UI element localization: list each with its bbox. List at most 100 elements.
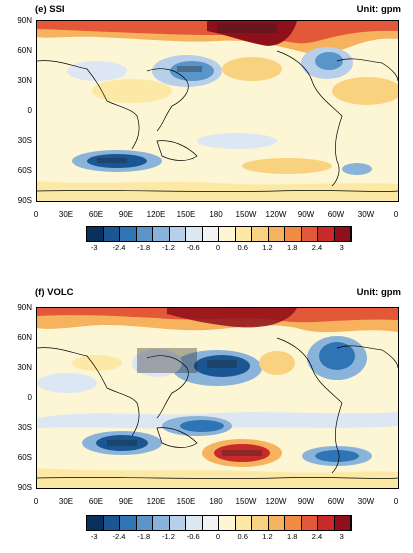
lon-label: 60E <box>88 497 104 506</box>
panel-unit: Unit: gpm <box>356 4 401 15</box>
colorbar-swatch <box>268 516 285 530</box>
lon-label: 30W <box>357 497 375 506</box>
lon-label: 90W <box>297 210 315 219</box>
colorbar-swatch <box>169 516 186 530</box>
colorbar-swatch <box>334 516 351 530</box>
colorbar-label: 0 <box>215 532 221 541</box>
panel-title: (f) VOLC <box>35 287 74 298</box>
colorbar-swatch <box>285 516 302 530</box>
colorbar-label: 3 <box>339 243 344 252</box>
colorbar-swatch <box>103 516 120 530</box>
colorbar-swatch <box>252 516 269 530</box>
colorbar-label: -0.6 <box>186 243 200 252</box>
lon-label: 90W <box>297 497 315 506</box>
colorbar-swatch <box>235 516 252 530</box>
colorbar <box>86 226 352 242</box>
lat-label: 30N <box>17 76 32 85</box>
colorbar-label: 2.4 <box>311 243 323 252</box>
colorbar-swatch <box>120 227 137 241</box>
colorbar-label: 0.6 <box>237 532 248 541</box>
lon-label: 120W <box>265 497 287 506</box>
colorbar-label: -3 <box>90 243 98 252</box>
map-volc <box>36 307 399 489</box>
colorbar-swatch <box>202 227 219 241</box>
lon-label: 30E <box>58 497 74 506</box>
lon-label: 60W <box>327 497 345 506</box>
lon-label: 0 <box>33 497 39 506</box>
colorbar-label: -1.8 <box>137 243 151 252</box>
colorbar-swatch <box>252 227 269 241</box>
colorbar-label: 1.2 <box>262 243 273 252</box>
colorbar-swatch <box>235 227 252 241</box>
lon-label: 150E <box>176 210 196 219</box>
colorbar-label: 1.8 <box>287 532 298 541</box>
colorbar-swatch <box>103 227 120 241</box>
colorbar-label: 3 <box>339 532 344 541</box>
colorbar-swatch <box>268 227 285 241</box>
lat-label: 90S <box>17 196 32 205</box>
colorbar-label: 0 <box>215 243 221 252</box>
colorbar-label: 1.8 <box>287 243 298 252</box>
lat-label: 30S <box>17 423 32 432</box>
colorbar-labels: -3 -2.4 -1.8 -1.2 -0.6 0 0.6 1.2 1.8 2.4 3 <box>0 532 413 544</box>
colorbar-swatch <box>285 227 302 241</box>
lat-label: 60S <box>17 453 32 462</box>
colorbar-swatch <box>301 227 318 241</box>
colorbar-label: -2.4 <box>112 243 126 252</box>
lon-label: 150W <box>235 497 257 506</box>
colorbar-swatch <box>186 516 203 530</box>
lon-label: 0 <box>33 210 39 219</box>
lon-label: 0 <box>393 210 399 219</box>
lon-label: 90E <box>118 497 134 506</box>
colorbar-swatch <box>334 227 351 241</box>
colorbar-swatch <box>186 227 203 241</box>
colorbar-swatch <box>219 227 236 241</box>
lat-label: 60N <box>17 333 32 342</box>
colorbar-label: -3 <box>90 532 98 541</box>
lon-label: 30W <box>357 210 375 219</box>
lon-label: 90E <box>118 210 134 219</box>
colorbar-label: -0.6 <box>186 532 200 541</box>
colorbar-label: -1.2 <box>162 532 175 541</box>
colorbar-label: -1.2 <box>162 243 175 252</box>
lon-label: 120E <box>146 210 166 219</box>
colorbar-swatch <box>136 516 153 530</box>
lat-label: 30N <box>17 363 32 372</box>
lat-label: 60S <box>17 166 32 175</box>
colorbar-swatch <box>318 227 335 241</box>
lat-label: 60N <box>17 46 32 55</box>
panel-unit: Unit: gpm <box>356 287 401 298</box>
colorbar-label: -2.4 <box>112 532 126 541</box>
lon-label: 150W <box>235 210 257 219</box>
panel-ssi: (e) SSI Unit: gpm <box>0 0 413 270</box>
lat-label: 0 <box>27 106 32 115</box>
map-ssi <box>36 20 399 202</box>
colorbar-labels: -3 -2.4 -1.8 -1.2 -0.6 0 0.6 1.2 1.8 2.4 3 <box>0 243 413 255</box>
colorbar-label: 2.4 <box>311 532 323 541</box>
colorbar-label: -1.8 <box>137 532 151 541</box>
lon-label: 60E <box>88 210 104 219</box>
colorbar-label: 1.2 <box>262 532 273 541</box>
lat-label: 0 <box>27 393 32 402</box>
colorbar-swatch <box>169 227 186 241</box>
lat-label: 30S <box>17 136 32 145</box>
colorbar-swatch <box>318 516 335 530</box>
lat-label: 90N <box>17 303 32 312</box>
lat-label: 90S <box>17 483 32 492</box>
lon-label: 120E <box>146 497 166 506</box>
panel-volc: (f) VOLC Unit: gpm <box>0 283 413 553</box>
colorbar-swatch <box>153 516 170 530</box>
colorbar-swatch <box>219 516 236 530</box>
colorbar-swatch <box>87 227 104 241</box>
lon-label: 150E <box>176 497 196 506</box>
panel-title: (e) SSI <box>35 4 65 15</box>
lon-label: 180 <box>209 210 223 219</box>
colorbar <box>86 515 352 531</box>
colorbar-swatch <box>136 227 153 241</box>
lon-label: 0 <box>393 497 399 506</box>
colorbar-swatch <box>202 516 219 530</box>
colorbar-swatch <box>301 516 318 530</box>
lon-label: 120W <box>265 210 287 219</box>
colorbar-swatch <box>153 227 170 241</box>
lon-label: 30E <box>58 210 74 219</box>
